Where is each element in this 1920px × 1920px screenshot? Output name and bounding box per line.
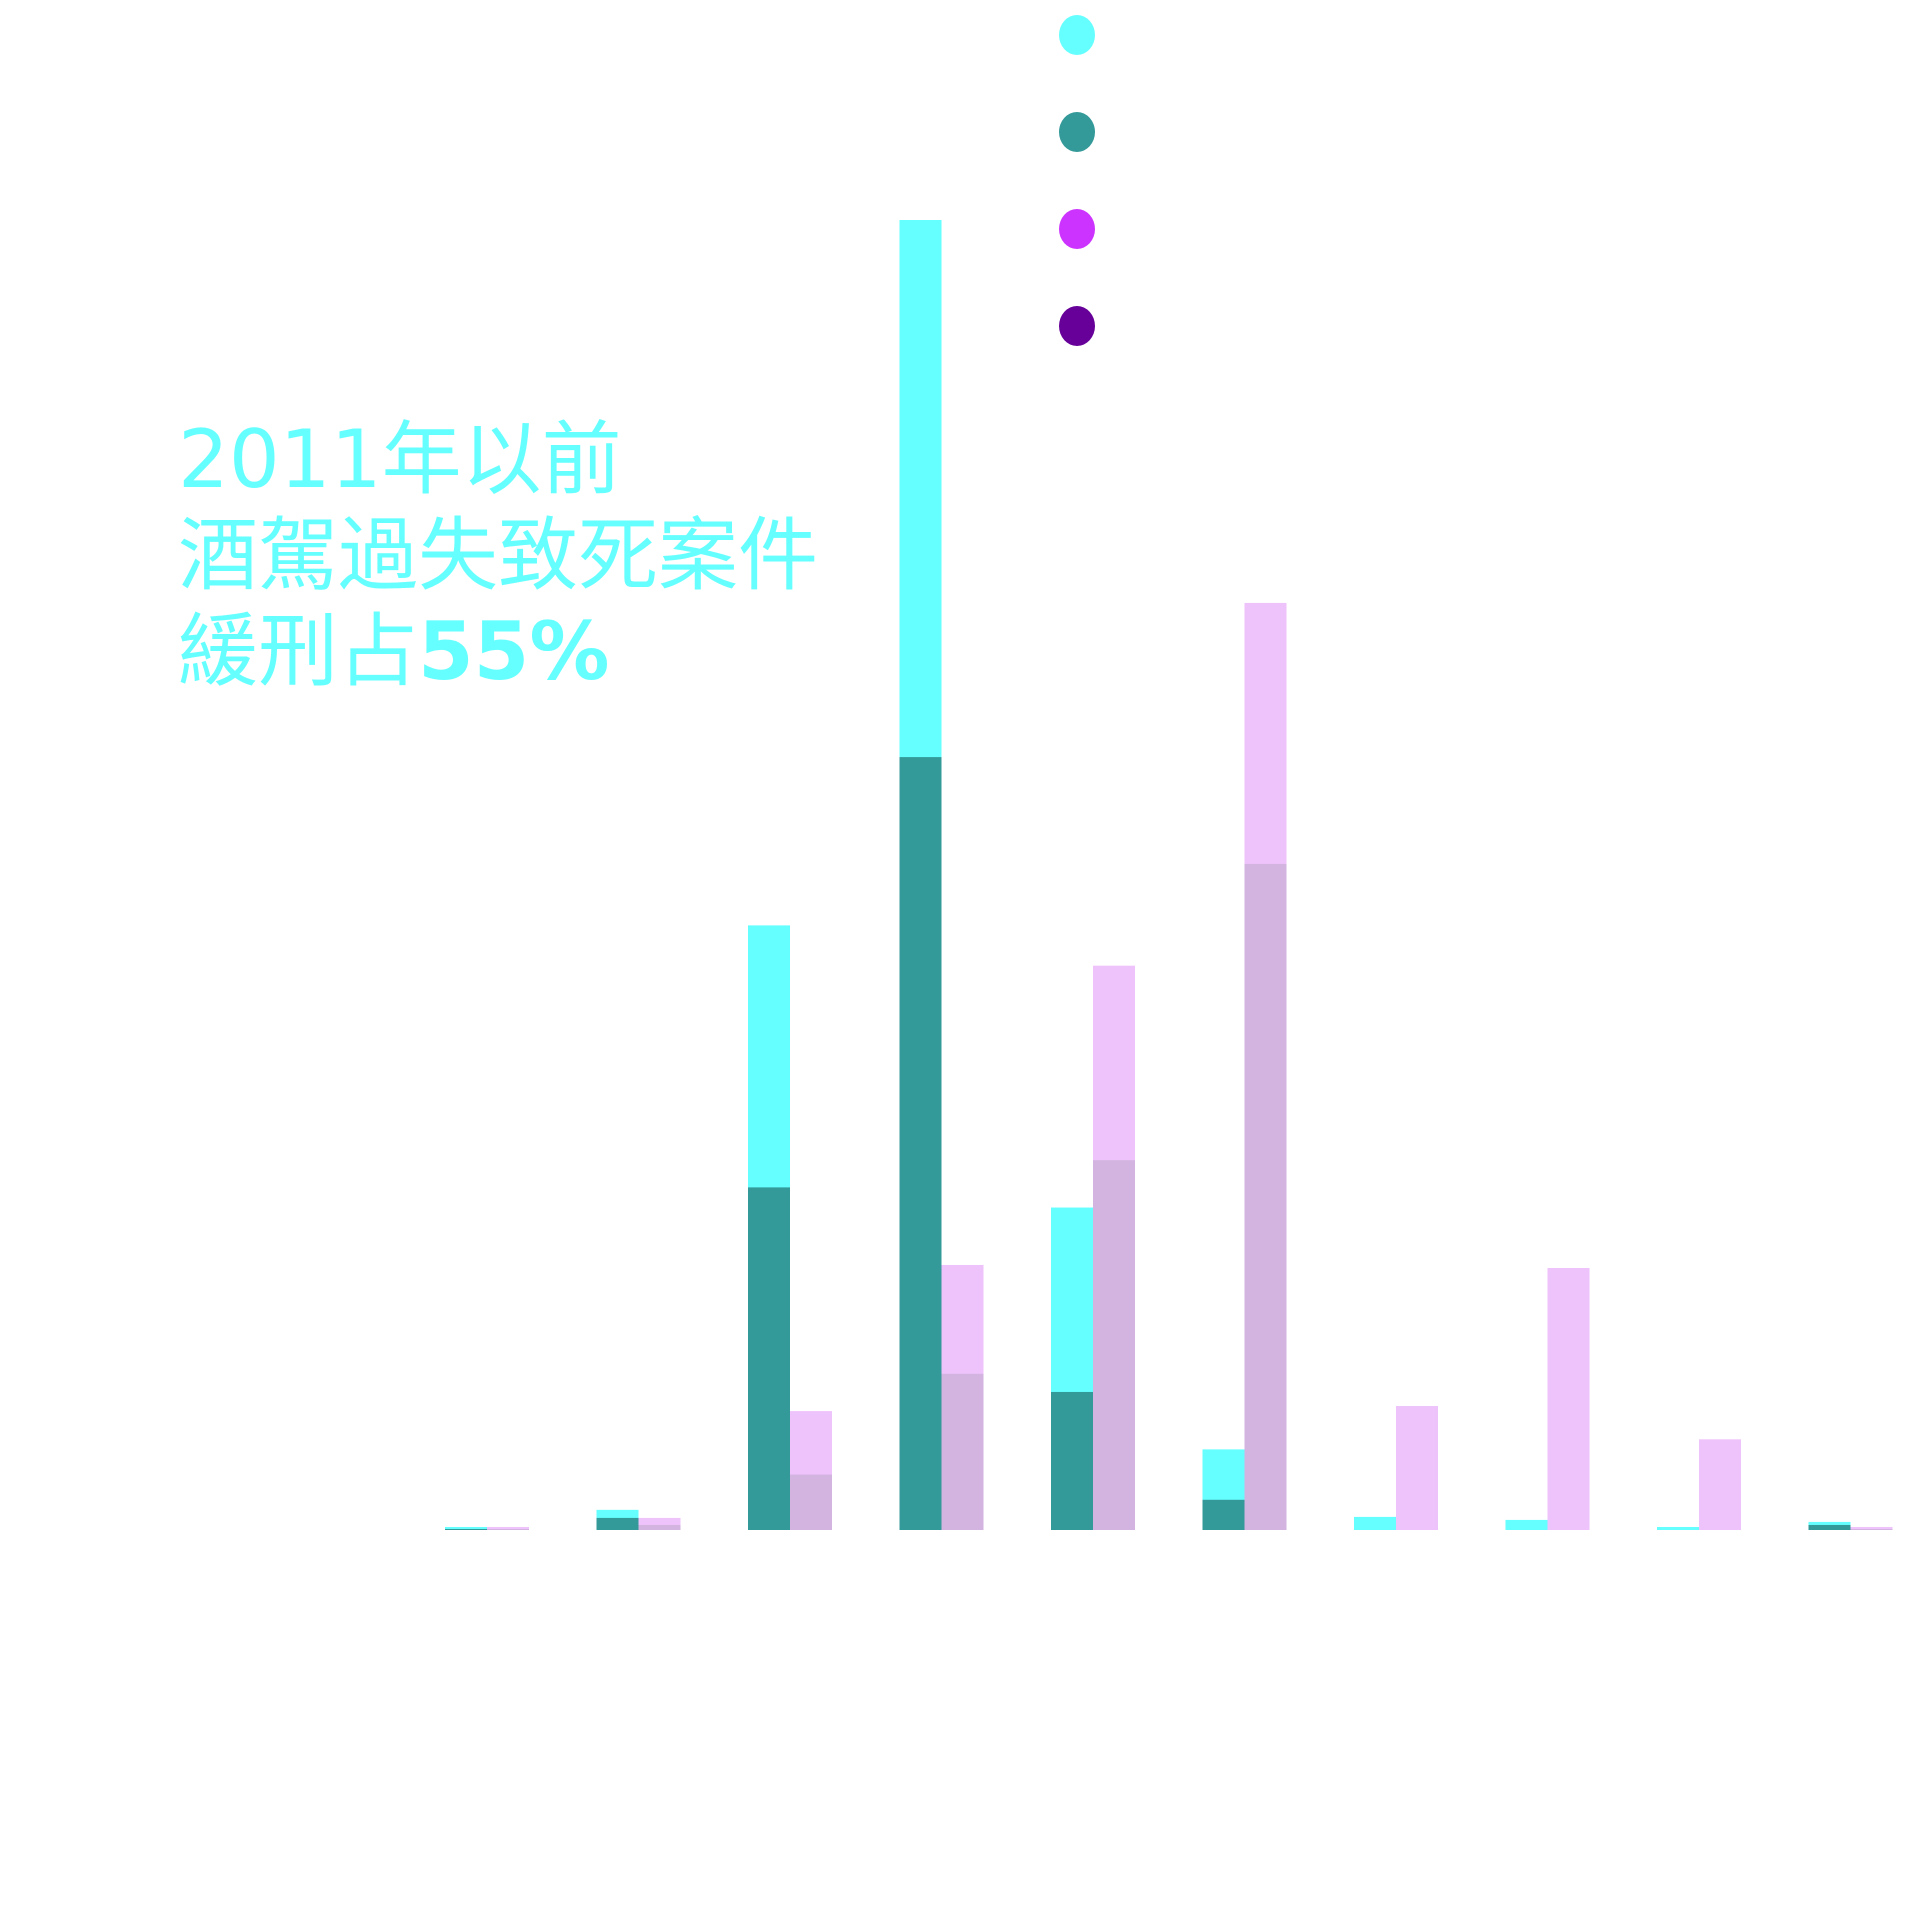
bar-part-group2-10 <box>1850 1528 1893 1530</box>
bar-part-group1-5 <box>1051 1391 1093 1530</box>
bar-part-group1-1 <box>445 1528 487 1530</box>
bar-total-group2-8 <box>1547 1268 1590 1530</box>
bar-total-group1-7 <box>1354 1516 1396 1530</box>
bar-part-group1-10 <box>1808 1524 1851 1530</box>
bar-total-group1-8 <box>1505 1519 1548 1530</box>
bar-part-group2-5 <box>1093 1160 1135 1530</box>
annotation-line-3: 緩刑占55% <box>178 604 818 700</box>
bar-part-group2-3 <box>790 1474 832 1530</box>
legend-marker-4 <box>1059 306 1095 346</box>
annotation-line-1: 2011年以前 <box>178 413 622 506</box>
legend <box>1059 15 1095 346</box>
legend-marker-1 <box>1059 15 1095 55</box>
annotation-line-2: 酒駕過失致死案件 <box>178 509 818 602</box>
bar-total-group2-1 <box>487 1526 529 1530</box>
chart-annotation: 2011年以前 酒駕過失致死案件 緩刑占55% <box>178 412 818 700</box>
bar-part-group2-2 <box>638 1524 681 1530</box>
bar-total-group2-10 <box>1850 1526 1893 1530</box>
legend-marker-3 <box>1059 209 1095 249</box>
bar-total-group2-9 <box>1699 1439 1741 1530</box>
legend-marker-2 <box>1059 112 1095 152</box>
bars <box>445 220 1893 1530</box>
bar-part-group2-1 <box>487 1528 529 1530</box>
annotation-line-3-text: 緩刑占 <box>178 605 418 698</box>
bar-part-group1-2 <box>596 1517 639 1530</box>
bar-total-group1-9 <box>1657 1526 1699 1530</box>
bar-part-group1-3 <box>748 1187 790 1530</box>
bar-part-group1-4 <box>899 757 942 1530</box>
bar-part-group2-6 <box>1244 863 1287 1530</box>
annotation-highlight-value: 55% <box>418 605 610 698</box>
bar-total-group1-1 <box>445 1526 487 1530</box>
bar-part-group2-4 <box>941 1373 984 1530</box>
bar-part-group1-6 <box>1202 1499 1245 1530</box>
bar-total-group2-7 <box>1396 1406 1438 1530</box>
